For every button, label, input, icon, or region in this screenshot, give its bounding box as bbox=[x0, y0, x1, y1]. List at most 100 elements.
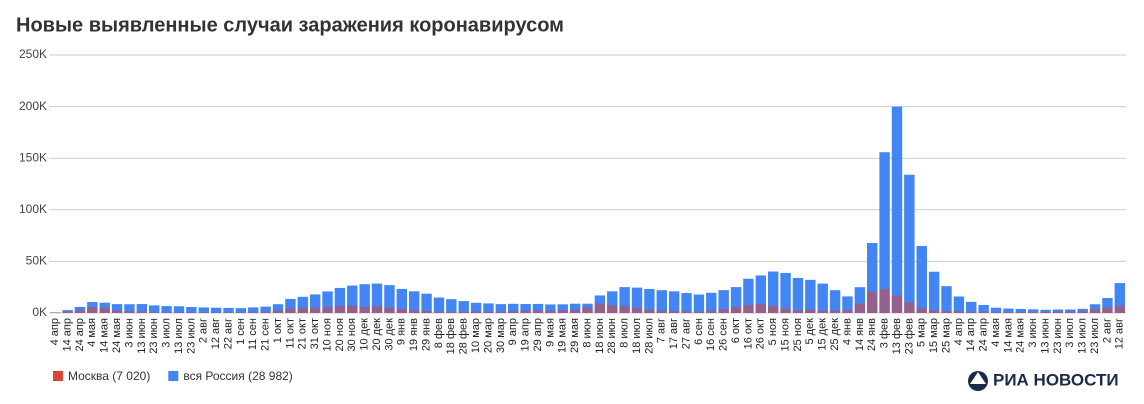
bar bbox=[458, 311, 469, 313]
bar bbox=[842, 296, 853, 313]
bar bbox=[396, 288, 408, 313]
bar bbox=[904, 302, 915, 313]
bar bbox=[186, 312, 197, 313]
bar bbox=[1040, 312, 1051, 313]
bar bbox=[730, 287, 742, 313]
bar bbox=[446, 311, 457, 313]
bar bbox=[1065, 311, 1076, 313]
bar bbox=[495, 311, 507, 313]
bar bbox=[780, 272, 791, 313]
x-tick-label: 26 сен bbox=[718, 318, 730, 351]
logo-text: РИА НОВОСТИ bbox=[993, 370, 1119, 389]
bar bbox=[173, 312, 185, 313]
bar bbox=[384, 307, 395, 313]
bar bbox=[829, 310, 841, 313]
bar bbox=[916, 245, 927, 313]
x-tick-label: 16 окт bbox=[742, 318, 754, 349]
x-tick-label: 13 июл bbox=[173, 318, 185, 354]
x-tick-label: 24 апр bbox=[978, 318, 990, 351]
bar bbox=[446, 299, 457, 313]
x-tick-label: 25 мар bbox=[940, 318, 952, 353]
bar bbox=[99, 302, 110, 313]
x-tick-label: 3 июл bbox=[1064, 318, 1076, 348]
bar bbox=[359, 284, 370, 313]
bar bbox=[1077, 308, 1088, 313]
bar bbox=[1015, 308, 1026, 313]
bar bbox=[792, 277, 804, 313]
bar bbox=[718, 309, 729, 313]
x-tick-label: 4 апр bbox=[49, 318, 61, 345]
bar bbox=[371, 283, 383, 313]
bar bbox=[1040, 309, 1051, 313]
x-tick-label: 28 июл bbox=[643, 318, 655, 354]
bar bbox=[631, 287, 643, 313]
x-tick-label: 17 авг bbox=[668, 318, 680, 349]
x-tick-label: 20 ноя bbox=[334, 318, 346, 351]
bar bbox=[483, 311, 494, 313]
x-tick-label: 12 авг bbox=[1114, 318, 1126, 349]
bar bbox=[458, 301, 469, 313]
legend-label: Москва (7 020) bbox=[68, 369, 150, 383]
bar bbox=[272, 304, 284, 313]
bar bbox=[508, 303, 519, 313]
bar bbox=[235, 312, 247, 313]
x-tick-label: 14 мая bbox=[99, 318, 111, 353]
bar bbox=[210, 307, 222, 313]
bar bbox=[173, 306, 185, 313]
x-tick-label: 6 окт bbox=[730, 318, 742, 343]
bar bbox=[260, 306, 271, 313]
bar bbox=[1015, 312, 1026, 313]
x-tick-label: 11 окт bbox=[284, 318, 296, 349]
x-tick-label: 2 авг bbox=[1101, 318, 1113, 343]
bar bbox=[1003, 308, 1014, 313]
bar bbox=[607, 291, 618, 313]
bar bbox=[928, 271, 940, 313]
y-tick-label: 200K bbox=[19, 99, 47, 113]
chart-title: Новые выявленные случаи заражения корона… bbox=[16, 14, 564, 36]
x-tick-label: 9 апр bbox=[507, 318, 519, 345]
x-tick-label: 14 янв bbox=[854, 318, 866, 351]
bar bbox=[978, 311, 989, 313]
logo-icon-mark bbox=[970, 372, 986, 384]
bar bbox=[953, 296, 965, 313]
x-tick-label: 11 сен bbox=[247, 318, 259, 350]
x-tick-label: 29 апр bbox=[532, 318, 544, 351]
x-tick-label: 1 окт bbox=[272, 318, 284, 343]
legend-swatch bbox=[53, 371, 63, 381]
bar bbox=[681, 293, 692, 313]
x-tick-label: 29 мая bbox=[569, 318, 581, 353]
bar bbox=[87, 307, 98, 313]
bar bbox=[743, 305, 754, 313]
bar bbox=[309, 307, 321, 313]
bar bbox=[161, 306, 172, 313]
x-tick-label: 26 окт bbox=[755, 318, 767, 349]
y-tick-label: 150K bbox=[19, 150, 47, 164]
bar bbox=[916, 308, 927, 313]
x-tick-label: 13 июн bbox=[1039, 318, 1051, 354]
bar bbox=[743, 278, 754, 313]
x-tick-label: 3 июн bbox=[123, 318, 135, 348]
x-tick-label: 18 июн bbox=[594, 318, 606, 354]
bar bbox=[74, 310, 86, 313]
x-tick-label: 4 мая bbox=[990, 318, 1002, 347]
bar bbox=[297, 308, 308, 313]
bar bbox=[879, 152, 890, 313]
x-tick-label: 30 мар bbox=[495, 318, 507, 353]
bar bbox=[408, 291, 420, 313]
x-tick-label: 7 авг bbox=[656, 318, 668, 343]
bar bbox=[508, 311, 519, 313]
bar bbox=[198, 307, 209, 313]
x-tick-label: 24 мая bbox=[111, 318, 123, 353]
bar bbox=[891, 295, 903, 313]
logo: РИА НОВОСТИ bbox=[968, 370, 1119, 391]
x-tick-label: 23 июн bbox=[148, 318, 160, 354]
x-tick-label: 14 апр bbox=[965, 318, 977, 351]
bar bbox=[867, 243, 878, 313]
x-tick-label: 1 сен bbox=[235, 318, 247, 345]
bar bbox=[421, 311, 432, 313]
bar bbox=[470, 302, 482, 313]
x-tick-label: 20 мар bbox=[482, 318, 494, 353]
bar bbox=[1089, 309, 1101, 313]
bar bbox=[124, 304, 135, 313]
bar bbox=[520, 304, 531, 313]
